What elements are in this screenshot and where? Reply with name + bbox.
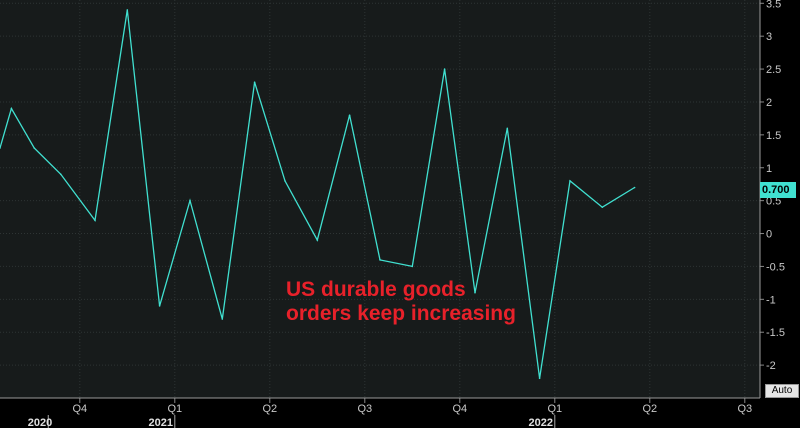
data-point [601, 206, 604, 209]
y-tick-label: 2.5 [766, 64, 781, 76]
x-tick-label: Q4 [452, 403, 467, 415]
data-point [348, 114, 351, 116]
x-tick-label: Q2 [262, 403, 277, 415]
x-tick-label: Q3 [357, 403, 372, 415]
annotation-line-2: orders keep increasing [286, 302, 516, 325]
y-tick-label: 3 [766, 31, 772, 43]
y-tick-label: 2 [766, 97, 772, 109]
data-point [0, 147, 1, 149]
y-tick-label: -2 [766, 360, 776, 372]
data-point [189, 199, 191, 202]
y-axis: 3.5 3 2.5 2 1.5 1 0.5 0 -0.5 -1 -1.5 -2 [759, 0, 785, 398]
data-point [538, 377, 541, 380]
data-point [253, 81, 256, 84]
x-axis: Q4 Q1 Q2 Q3 Q4 Q1 Q2 Q3 2020 2021 2022 [0, 397, 760, 428]
y-tick-label: -0.5 [766, 261, 785, 273]
year-label: 2022 [529, 417, 553, 428]
y-tick-label: 0 [766, 229, 772, 241]
data-point [221, 318, 224, 320]
data-point [569, 180, 571, 182]
y-tick-label: 0.5 [766, 196, 781, 208]
y-tick-label: -1.5 [766, 327, 785, 339]
data-point [60, 173, 62, 176]
data-point [158, 305, 161, 307]
data-point [506, 127, 509, 130]
x-tick-label: Q1 [167, 403, 182, 415]
x-tick-label: Q4 [72, 403, 87, 415]
data-point [284, 180, 286, 182]
x-tick-label: Q1 [547, 403, 562, 415]
year-label: 2020 [28, 417, 52, 428]
data-point [10, 107, 13, 110]
data-point [379, 259, 381, 261]
data-point [474, 291, 476, 294]
chart-annotation: US durable goods orders keep increasing [286, 278, 516, 326]
y-tick-label: -1 [766, 294, 776, 306]
plot-area [0, 0, 760, 398]
auto-scale-button[interactable]: Auto [765, 384, 799, 398]
series-group [0, 9, 636, 380]
grid [0, 0, 760, 398]
data-point [633, 186, 636, 189]
y-tick-label: 3.5 [766, 0, 781, 10]
data-point [94, 219, 96, 222]
year-label: 2021 [149, 417, 173, 428]
data-point [33, 147, 35, 149]
series-line [0, 9, 635, 379]
y-tick-label: 1.5 [766, 130, 781, 142]
last-value-badge: 0.700 [760, 182, 796, 198]
data-point [316, 239, 319, 241]
data-point [443, 68, 446, 70]
annotation-line-1: US durable goods [286, 278, 466, 301]
x-tick-label: Q3 [737, 403, 752, 415]
y-tick-label: 1 [766, 163, 772, 175]
data-point [411, 265, 414, 268]
data-point [126, 9, 129, 11]
x-tick-label: Q2 [642, 403, 657, 415]
